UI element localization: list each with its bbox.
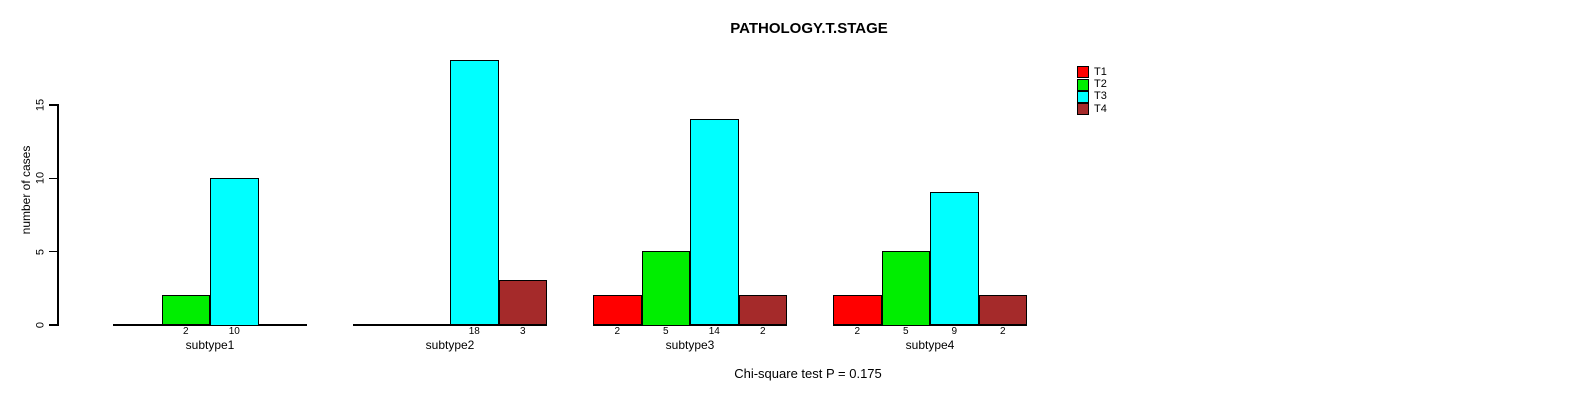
- legend-label-T4: T4: [1094, 102, 1107, 115]
- legend-label-T3: T3: [1094, 90, 1107, 103]
- y-tick: [49, 177, 57, 179]
- legend-row-T1: T1: [1077, 65, 1107, 79]
- group-label-subtype1: subtype1: [185, 338, 235, 352]
- bar-subtype3-T4: [738, 294, 787, 326]
- y-tick: [49, 104, 57, 106]
- bar-value-label: 3: [519, 326, 526, 337]
- group-label-subtype2: subtype2: [425, 338, 475, 352]
- y-axis-label: number of cases: [19, 145, 33, 235]
- legend-row-T4: T4: [1077, 102, 1107, 116]
- footnote: Chi-square test P = 0.175: [734, 366, 882, 381]
- bar-value-label: 2: [614, 326, 621, 337]
- bar-value-label: 2: [854, 326, 861, 337]
- bar-value-label: 2: [759, 326, 766, 337]
- legend-label-T1: T1: [1094, 65, 1107, 78]
- y-tick-label: 5: [34, 248, 47, 255]
- y-tick-label: 10: [34, 172, 47, 185]
- bar-value-label: 14: [708, 326, 720, 337]
- bar-subtype2-T3: [450, 60, 499, 326]
- bar-subtype1-T3: [210, 177, 259, 326]
- y-tick: [49, 324, 57, 326]
- group-label-subtype4: subtype4: [905, 338, 955, 352]
- legend-label-T2: T2: [1094, 78, 1107, 91]
- bar-subtype4-T3: [930, 192, 979, 326]
- legend-row-T2: T2: [1077, 78, 1107, 91]
- bar-subtype3-T3: [690, 118, 739, 326]
- bar-subtype3-T1: [593, 294, 642, 326]
- legend: T1 T2 T3 T4: [1077, 66, 1107, 116]
- bar-subtype4-T2: [881, 250, 930, 326]
- legend-swatch-T4: [1077, 103, 1089, 116]
- group-label-subtype3: subtype3: [665, 338, 715, 352]
- legend-swatch-T1: [1077, 66, 1089, 79]
- bar-subtype1-T2: [161, 294, 210, 326]
- bar-subtype4-T4: [978, 294, 1027, 326]
- bar-subtype3-T2: [641, 250, 690, 326]
- bar-value-label: 5: [662, 326, 669, 337]
- bar-subtype2-T4: [498, 280, 547, 326]
- bar-value-label: 2: [182, 326, 189, 337]
- legend-row-T3: T3: [1077, 90, 1107, 103]
- bar-value-label: 9: [951, 326, 958, 337]
- bar-subtype4-T1: [833, 294, 882, 326]
- legend-swatch-T2: [1077, 78, 1089, 91]
- bar-value-label: 2: [999, 326, 1006, 337]
- y-tick-label: 0: [34, 321, 47, 328]
- bar-value-label: 18: [468, 326, 480, 337]
- bar-value-label: 5: [902, 326, 909, 337]
- y-tick-label: 15: [34, 98, 47, 112]
- y-tick: [49, 250, 57, 253]
- chart-title: PATHOLOGY.T.STAGE: [730, 20, 888, 37]
- legend-swatch-T3: [1077, 90, 1089, 103]
- bar-value-label: 10: [228, 326, 240, 337]
- y-axis-line: [57, 104, 59, 326]
